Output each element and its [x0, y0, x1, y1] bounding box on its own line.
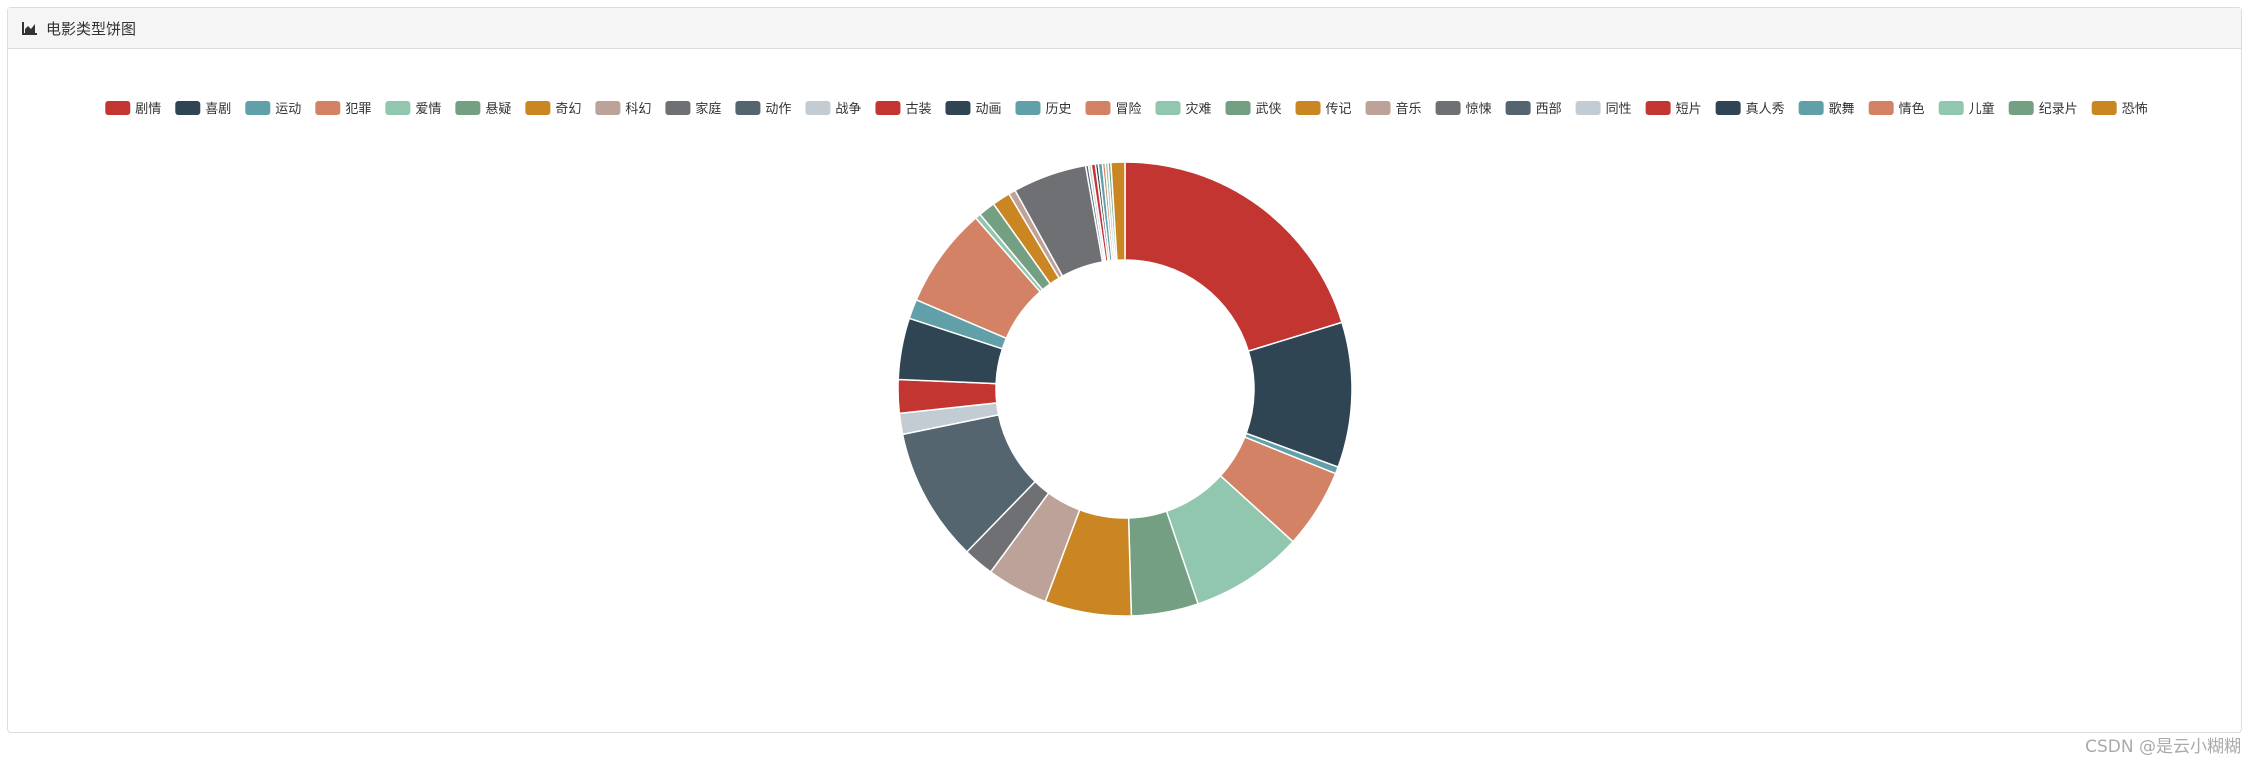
- chart-title: 电影类型饼图: [46, 19, 137, 38]
- legend-item: 奇幻: [525, 101, 581, 117]
- legend-label: 喜剧: [205, 102, 231, 117]
- legend-label: 古装: [905, 102, 931, 117]
- legend-item: 儿童: [1938, 101, 1995, 117]
- legend-item: 喜剧: [175, 101, 231, 117]
- legend-swatch: [875, 101, 901, 115]
- legend-swatch: [1798, 101, 1824, 115]
- legend-swatch: [105, 101, 131, 115]
- legend-item: 纪录片: [2008, 101, 2078, 117]
- legend-label: 犯罪: [345, 102, 371, 117]
- legend-label: 同性: [1606, 102, 1632, 117]
- legend-label: 儿童: [1969, 101, 1995, 117]
- legend-swatch: [595, 101, 621, 115]
- legend-label: 家庭: [695, 101, 721, 117]
- legend-item: 家庭: [665, 101, 721, 117]
- legend-item: 西部: [1505, 101, 1562, 117]
- legend-label: 历史: [1045, 102, 1071, 117]
- legend-item: 犯罪: [315, 101, 371, 117]
- legend-swatch: [385, 101, 411, 115]
- legend-item: 传记: [1295, 101, 1352, 117]
- legend-item: 动画: [945, 101, 1001, 117]
- legend-swatch: [315, 101, 341, 115]
- legend-label: 灾难: [1186, 101, 1212, 117]
- legend-swatch: [1155, 101, 1181, 115]
- legend-item: 短片: [1645, 101, 1702, 117]
- legend-swatch: [1295, 101, 1321, 115]
- panel-heading: 电影类型饼图: [8, 8, 2241, 49]
- legend-label: 情色: [1899, 101, 1925, 117]
- legend-swatch: [805, 101, 831, 115]
- legend-item: 古装: [875, 101, 931, 117]
- legend-swatch: [1868, 101, 1894, 115]
- legend-swatch: [735, 101, 761, 115]
- legend-item: 惊悚: [1435, 101, 1492, 117]
- legend-swatch: [1015, 101, 1041, 115]
- legend-item: 情色: [1868, 101, 1925, 117]
- legend-label: 奇幻: [555, 101, 581, 117]
- pie-slice: [1110, 161, 1126, 262]
- legend-swatch: [1645, 101, 1671, 115]
- legend-label: 战争: [835, 102, 861, 117]
- legend-swatch: [455, 101, 481, 115]
- legend-label: 运动: [275, 102, 301, 117]
- legend-item: 武侠: [1225, 101, 1282, 117]
- legend-swatch: [945, 101, 971, 115]
- legend-swatch: [525, 101, 551, 115]
- legend-item: 运动: [245, 101, 301, 117]
- legend-label: 科幻: [625, 102, 651, 117]
- legend-swatch: [2091, 101, 2117, 115]
- legend-item: 冒险: [1085, 101, 1142, 117]
- legend-swatch: [2008, 101, 2034, 115]
- legend-swatch: [1715, 101, 1741, 115]
- legend-item: 历史: [1015, 101, 1071, 117]
- legend-label: 传记: [1326, 102, 1352, 117]
- legend-label: 西部: [1536, 102, 1562, 117]
- legend-label: 爱情: [415, 102, 441, 117]
- pie-slice: [1124, 161, 1343, 353]
- legend-label: 恐怖: [2122, 101, 2148, 117]
- legend-swatch: [1575, 101, 1601, 115]
- watermark: CSDN @是云小糊糊: [2085, 737, 2241, 757]
- legend-swatch: [1365, 101, 1391, 115]
- legend-item: 悬疑: [455, 101, 511, 117]
- chart-icon: [22, 22, 37, 35]
- legend-item: 科幻: [595, 101, 651, 117]
- legend-label: 动作: [765, 102, 791, 117]
- legend-item: 歌舞: [1798, 101, 1855, 117]
- legend-label: 音乐: [1396, 101, 1422, 117]
- legend-label: 惊悚: [1466, 102, 1492, 117]
- legend-item: 音乐: [1365, 101, 1422, 117]
- legend-swatch: [1225, 101, 1251, 115]
- legend-item: 灾难: [1155, 101, 1212, 117]
- legend-item: 剧情: [105, 101, 161, 117]
- legend-swatch: [1938, 101, 1964, 115]
- legend-label: 动画: [975, 102, 1001, 117]
- legend-label: 真人秀: [1746, 102, 1785, 117]
- legend-label: 歌舞: [1829, 102, 1855, 117]
- legend-item: 战争: [805, 101, 861, 117]
- legend-swatch: [175, 101, 201, 115]
- legend-label: 冒险: [1115, 102, 1141, 117]
- legend-swatch: [1435, 101, 1461, 115]
- legend-swatch: [1505, 101, 1531, 115]
- panel: 电影类型饼图: [7, 7, 2242, 733]
- legend-label: 悬疑: [485, 101, 511, 117]
- legend-item: 爱情: [385, 101, 441, 117]
- legend-item: 恐怖: [2091, 101, 2148, 117]
- legend-label: 纪录片: [2039, 102, 2078, 117]
- legend: 剧情 喜剧 运动 犯罪 爱情 悬疑 奇幻 科幻 家庭 动作 战争 古装 动画 历史 冒险 灾难 武侠 传记 音乐 惊悚…: [105, 101, 2148, 117]
- legend-swatch: [665, 101, 691, 115]
- legend-swatch: [245, 101, 271, 115]
- legend-item: 动作: [735, 101, 791, 117]
- legend-label: 武侠: [1256, 102, 1282, 117]
- legend-item: 同性: [1575, 101, 1632, 117]
- legend-swatch: [1085, 101, 1111, 115]
- legend-item: 真人秀: [1715, 101, 1785, 117]
- legend-label: 剧情: [135, 102, 161, 117]
- legend-label: 短片: [1676, 102, 1702, 117]
